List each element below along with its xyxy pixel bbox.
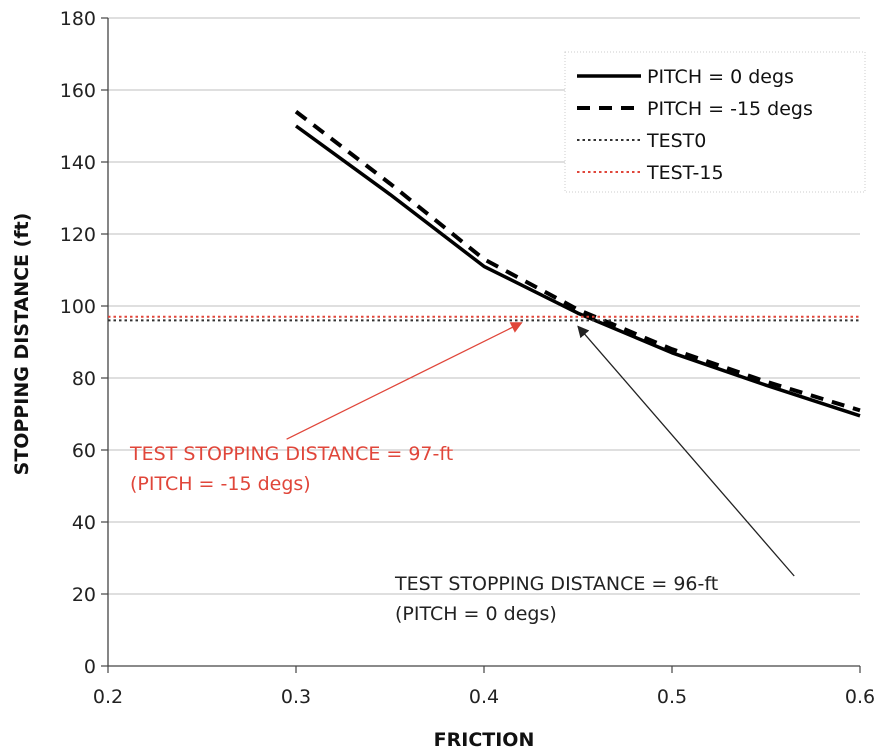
annotation-arrow-0 bbox=[286, 322, 523, 440]
series-line-0 bbox=[294, 124, 861, 418]
annotation-arrow-1 bbox=[577, 325, 795, 577]
annotations: TEST STOPPING DISTANCE = 97-ft (PITCH = -… bbox=[129, 322, 795, 625]
axes: 0 20 40 60 80 100 120 140 160 180 0.2 0.3 0.4 0.5 0.6 bbox=[60, 8, 875, 708]
y-tick-label: 80 bbox=[72, 368, 96, 390]
y-tick-label: 160 bbox=[60, 80, 96, 102]
legend-label-2: TEST0 bbox=[646, 130, 706, 152]
series-group bbox=[108, 110, 861, 418]
x-tick-label: 0.6 bbox=[845, 686, 875, 708]
annotation-text-1: (PITCH = 0 degs) bbox=[395, 603, 557, 625]
annotation-text-1: TEST STOPPING DISTANCE = 96-ft bbox=[394, 573, 718, 595]
gridlines bbox=[108, 17, 860, 595]
legend: PITCH = 0 degs PITCH = -15 degs TEST0 TEST-… bbox=[564, 51, 866, 193]
legend-label-1: PITCH = -15 degs bbox=[647, 98, 813, 120]
x-axis-title: FRICTION bbox=[434, 729, 535, 751]
x-tick-label: 0.4 bbox=[469, 686, 499, 708]
y-tick-label: 60 bbox=[72, 440, 96, 462]
x-tick-label: 0.3 bbox=[281, 686, 311, 708]
y-tick-label: 0 bbox=[84, 656, 96, 678]
y-tick-label: 120 bbox=[60, 224, 96, 246]
y-tick-label: 40 bbox=[72, 512, 96, 534]
annotation-text-0: (PITCH = -15 degs) bbox=[130, 473, 311, 495]
x-tick-label: 0.5 bbox=[657, 686, 687, 708]
y-axis-title: STOPPING DISTANCE (ft) bbox=[11, 213, 33, 476]
y-tick-label: 20 bbox=[72, 584, 96, 606]
annotation-text-0: TEST STOPPING DISTANCE = 97-ft bbox=[129, 443, 453, 465]
y-tick-label: 140 bbox=[60, 152, 96, 174]
x-tick-label: 0.2 bbox=[93, 686, 123, 708]
legend-label-0: PITCH = 0 degs bbox=[647, 66, 794, 88]
y-tick-label: 100 bbox=[60, 296, 96, 318]
y-tick-label: 180 bbox=[60, 8, 96, 30]
legend-label-3: TEST-15 bbox=[646, 162, 724, 184]
series-line-1 bbox=[294, 110, 861, 413]
